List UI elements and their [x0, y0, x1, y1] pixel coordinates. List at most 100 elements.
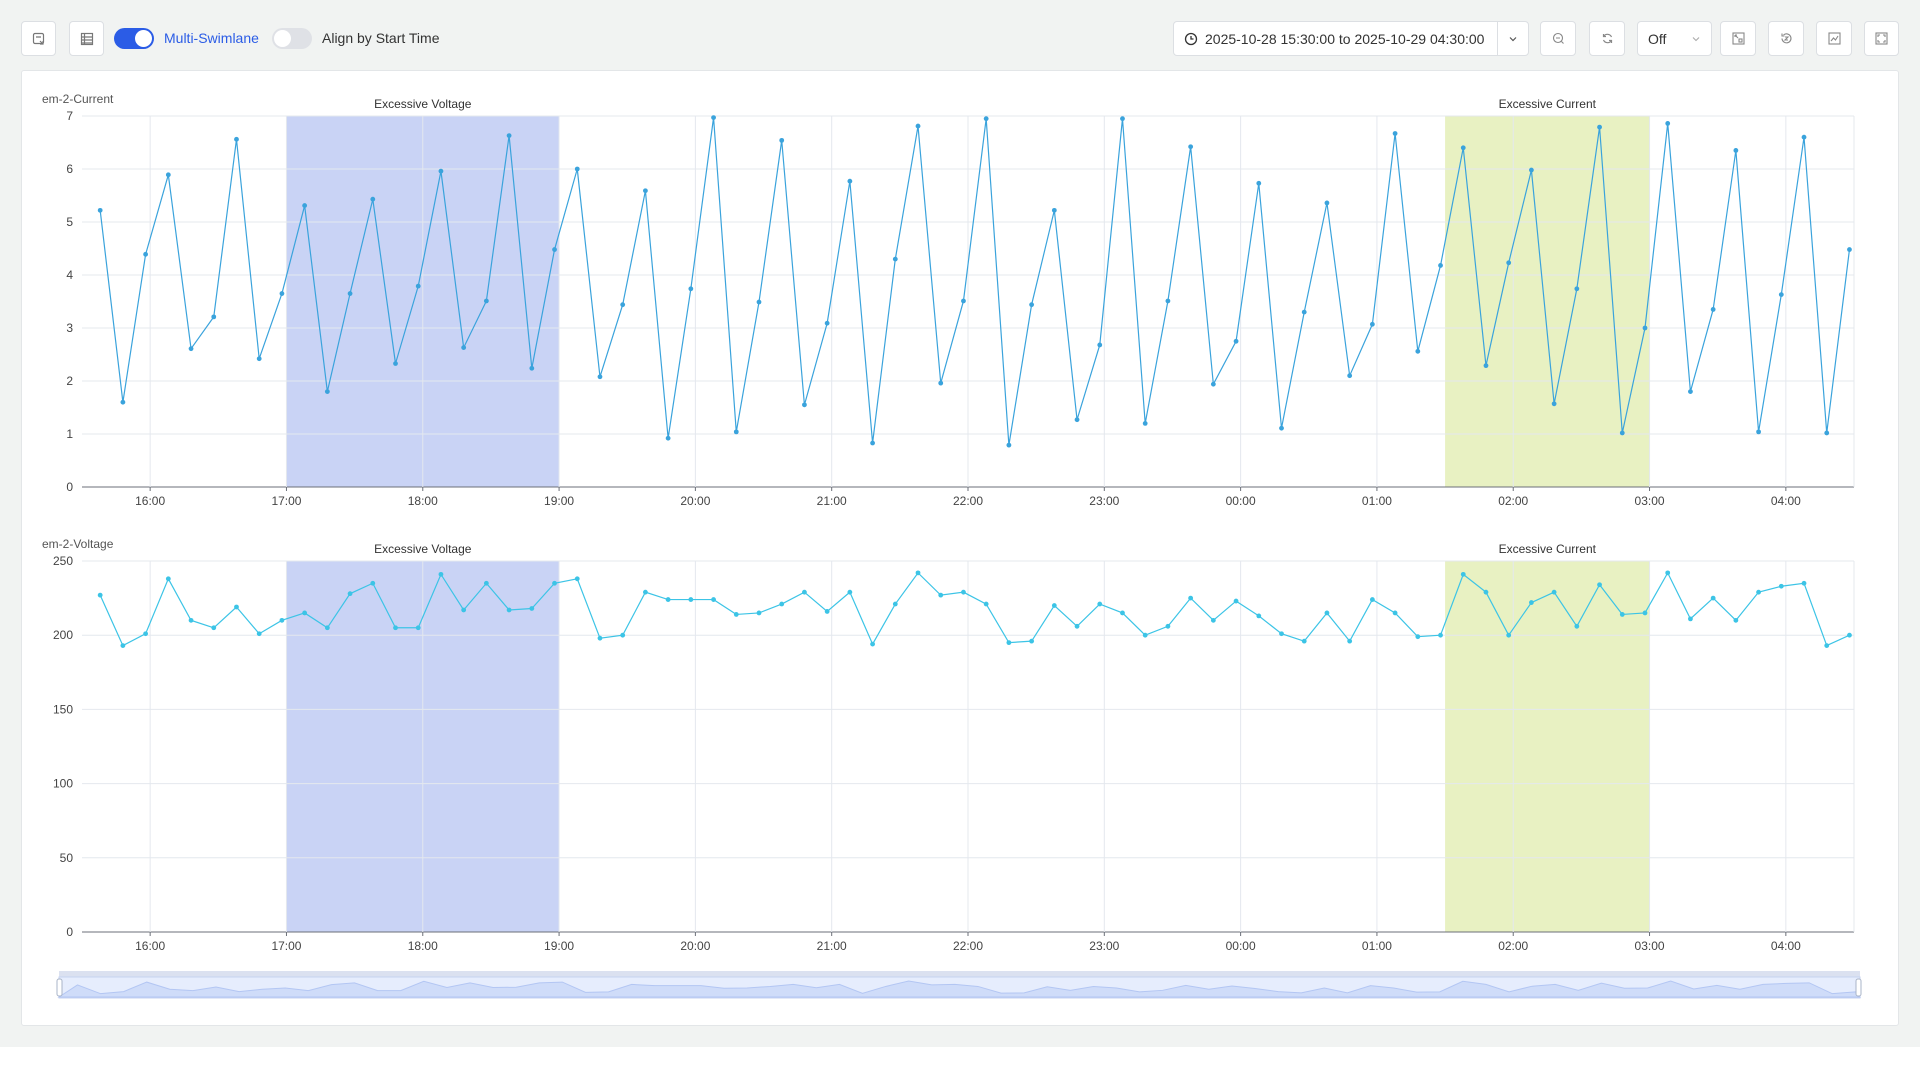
- export-button[interactable]: [21, 21, 56, 56]
- data-point: [461, 607, 467, 613]
- time-range-slider[interactable]: [56, 971, 1862, 999]
- x-tick-label: 00:00: [1226, 494, 1256, 508]
- data-point: [234, 136, 239, 142]
- data-point: [211, 625, 217, 631]
- x-tick-label: 20:00: [680, 939, 710, 953]
- history-button[interactable]: [1768, 21, 1804, 56]
- x-tick-label: 22:00: [953, 494, 983, 508]
- table-view-button[interactable]: [69, 21, 104, 56]
- data-point: [393, 361, 398, 366]
- data-point: [1165, 623, 1171, 629]
- data-point: [438, 571, 444, 577]
- data-point: [97, 592, 103, 598]
- chart-title: em-2-Current: [42, 92, 114, 106]
- zoom-out-button[interactable]: [1540, 21, 1576, 56]
- table-icon: [80, 32, 93, 45]
- slider-handle-right[interactable]: [1855, 978, 1862, 997]
- y-tick-label: 2: [66, 374, 73, 388]
- data-point: [1415, 634, 1421, 640]
- clock-icon: [1184, 32, 1198, 45]
- data-point: [1392, 610, 1398, 616]
- x-tick-label: 19:00: [544, 494, 574, 508]
- series-line: [99, 117, 1851, 446]
- data-point: [1006, 442, 1012, 448]
- x-tick-label: 16:00: [135, 939, 165, 953]
- y-tick-label: 250: [53, 554, 73, 568]
- data-point: [1529, 600, 1534, 605]
- band-label: Excessive Current: [1499, 97, 1597, 111]
- data-point: [1233, 598, 1239, 604]
- data-point: [1778, 583, 1784, 589]
- data-point: [870, 641, 875, 647]
- toggle-knob: [135, 30, 152, 47]
- y-tick-label: 200: [53, 628, 73, 642]
- data-point: [1551, 401, 1557, 407]
- band-excessive-current: [1445, 561, 1650, 932]
- data-point: [1460, 145, 1466, 151]
- data-point: [1801, 134, 1807, 140]
- fullscreen-button[interactable]: [1864, 21, 1899, 56]
- data-point: [779, 137, 785, 143]
- time-range-picker[interactable]: 2025-10-28 15:30:00 to 2025-10-29 04:30:…: [1173, 21, 1498, 56]
- data-point: [688, 597, 694, 602]
- chart-edit-icon: [1827, 32, 1841, 45]
- reset-zoom-button[interactable]: [1720, 21, 1756, 56]
- data-point: [1710, 307, 1716, 312]
- band-label: Excessive Current: [1499, 542, 1597, 556]
- data-point: [597, 374, 603, 380]
- data-point: [870, 440, 875, 446]
- data-point: [1710, 595, 1716, 601]
- chevron-down-icon: [1692, 36, 1700, 41]
- x-tick-label: 21:00: [817, 494, 847, 508]
- compare-button[interactable]: [1816, 21, 1852, 56]
- x-tick-label: 22:00: [953, 939, 983, 953]
- data-point: [1665, 121, 1671, 126]
- x-tick-label: 03:00: [1635, 494, 1665, 508]
- y-tick-label: 5: [66, 215, 73, 229]
- data-point: [1188, 144, 1194, 150]
- data-point: [1120, 116, 1125, 122]
- band-label: Excessive Voltage: [374, 97, 472, 111]
- data-point: [779, 601, 785, 607]
- data-point: [279, 617, 285, 623]
- data-point: [1256, 613, 1262, 619]
- data-point: [1642, 610, 1648, 616]
- data-point: [1483, 589, 1489, 595]
- data-point: [1347, 373, 1353, 379]
- auto-refresh-select[interactable]: Off: [1637, 21, 1712, 56]
- time-range-dropdown[interactable]: [1497, 21, 1529, 56]
- x-tick-label: 01:00: [1362, 494, 1392, 508]
- slider-handle-left[interactable]: [56, 978, 63, 997]
- refresh-button[interactable]: [1589, 21, 1625, 56]
- data-point: [1688, 389, 1693, 394]
- data-point: [188, 617, 194, 623]
- data-point: [1642, 325, 1648, 331]
- toggle-knob: [274, 30, 291, 47]
- data-point: [711, 115, 716, 120]
- data-point: [302, 610, 308, 616]
- align-by-start-time-toggle[interactable]: [272, 28, 312, 49]
- data-point: [1756, 589, 1761, 595]
- data-point: [574, 166, 580, 172]
- data-point: [120, 399, 126, 405]
- data-point: [165, 172, 171, 178]
- x-tick-label: 18:00: [408, 494, 438, 508]
- x-tick-label: 20:00: [680, 494, 710, 508]
- data-point: [1233, 338, 1239, 344]
- y-tick-label: 100: [53, 777, 73, 791]
- data-point: [961, 298, 966, 304]
- data-point: [1733, 148, 1739, 153]
- data-point: [393, 625, 398, 631]
- x-tick-label: 17:00: [271, 494, 301, 508]
- band-excessive-current: [1445, 116, 1650, 487]
- data-point: [1369, 321, 1375, 327]
- data-point: [529, 365, 535, 371]
- data-point: [1120, 610, 1125, 616]
- data-point: [1051, 603, 1057, 608]
- export-image-icon: [32, 32, 44, 45]
- data-point: [938, 592, 944, 598]
- data-point: [279, 291, 285, 296]
- zoom-out-icon: [1552, 32, 1564, 44]
- multi-swimlane-toggle[interactable]: [114, 28, 154, 49]
